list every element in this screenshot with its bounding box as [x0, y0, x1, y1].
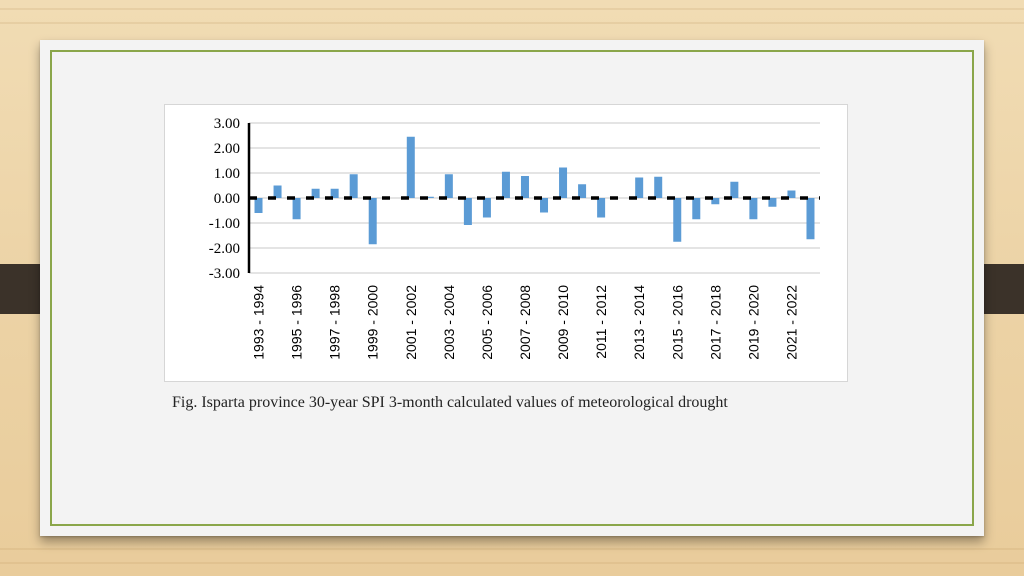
x-tick-label: 2013 - 2014 [631, 285, 647, 360]
bar [406, 136, 415, 198]
slide-border [50, 50, 974, 526]
bar [425, 196, 434, 198]
x-tick-label: 2007 - 2008 [517, 285, 533, 360]
x-tick-label: 2019 - 2020 [745, 285, 761, 360]
bar [540, 198, 549, 213]
figure-caption: Fig. Isparta province 30-year SPI 3-mont… [172, 394, 728, 411]
x-tick-label: 2005 - 2006 [479, 285, 495, 360]
x-tick-label: 2001 - 2002 [403, 285, 419, 360]
x-tick-label: 2015 - 2016 [669, 285, 685, 360]
bar [749, 198, 758, 220]
bar [787, 190, 796, 198]
bar [254, 198, 263, 213]
y-tick-label: 3.00 [214, 116, 240, 132]
bar [673, 198, 682, 242]
bar [368, 198, 377, 245]
bar [578, 184, 587, 198]
y-tick-label: 0.00 [214, 191, 240, 207]
y-tick-label: -3.00 [209, 266, 240, 282]
x-tick-label: 2003 - 2004 [441, 285, 457, 360]
x-tick-label: 1995 - 1996 [289, 285, 305, 360]
bar [482, 198, 491, 218]
bar [444, 174, 453, 198]
spi-bar-chart: 3.00 2.00 1.00 0.00 -1.00 -2.00 -3.00 1993 - 19… [209, 116, 820, 360]
bar [349, 174, 358, 198]
bar [330, 188, 339, 198]
x-tick-label: 1993 - 1994 [251, 285, 267, 360]
bar [730, 181, 739, 198]
bar [635, 177, 644, 198]
bar [711, 198, 720, 205]
wood-grain [0, 8, 1024, 10]
bar [520, 176, 529, 198]
y-tick-label: 1.00 [214, 166, 240, 182]
bar [273, 185, 282, 198]
wood-grain [0, 562, 1024, 564]
bar [463, 198, 472, 225]
bar [692, 198, 701, 220]
y-tick-label: 2.00 [214, 141, 240, 157]
wood-grain [0, 22, 1024, 24]
chart-container: 3.00 2.00 1.00 0.00 -1.00 -2.00 -3.00 1993 - 19… [164, 104, 848, 382]
x-tick-label: 2011 - 2012 [593, 285, 609, 359]
bar [559, 167, 568, 198]
x-tick-label: 2017 - 2018 [707, 285, 723, 360]
x-tick-label: 1997 - 1998 [327, 285, 343, 360]
wood-grain [0, 548, 1024, 550]
bar [311, 188, 320, 198]
bar [654, 176, 663, 198]
y-tick-label: -1.00 [209, 216, 240, 232]
bar [806, 198, 815, 240]
x-tick-label: 2009 - 2010 [555, 285, 571, 360]
x-tick-label: 2021 - 2022 [783, 285, 799, 360]
bar [768, 198, 777, 207]
bar [292, 198, 301, 220]
bar [501, 171, 510, 198]
y-tick-label: -2.00 [209, 241, 240, 257]
x-tick-label: 1999 - 2000 [365, 285, 381, 360]
bar [597, 198, 606, 218]
